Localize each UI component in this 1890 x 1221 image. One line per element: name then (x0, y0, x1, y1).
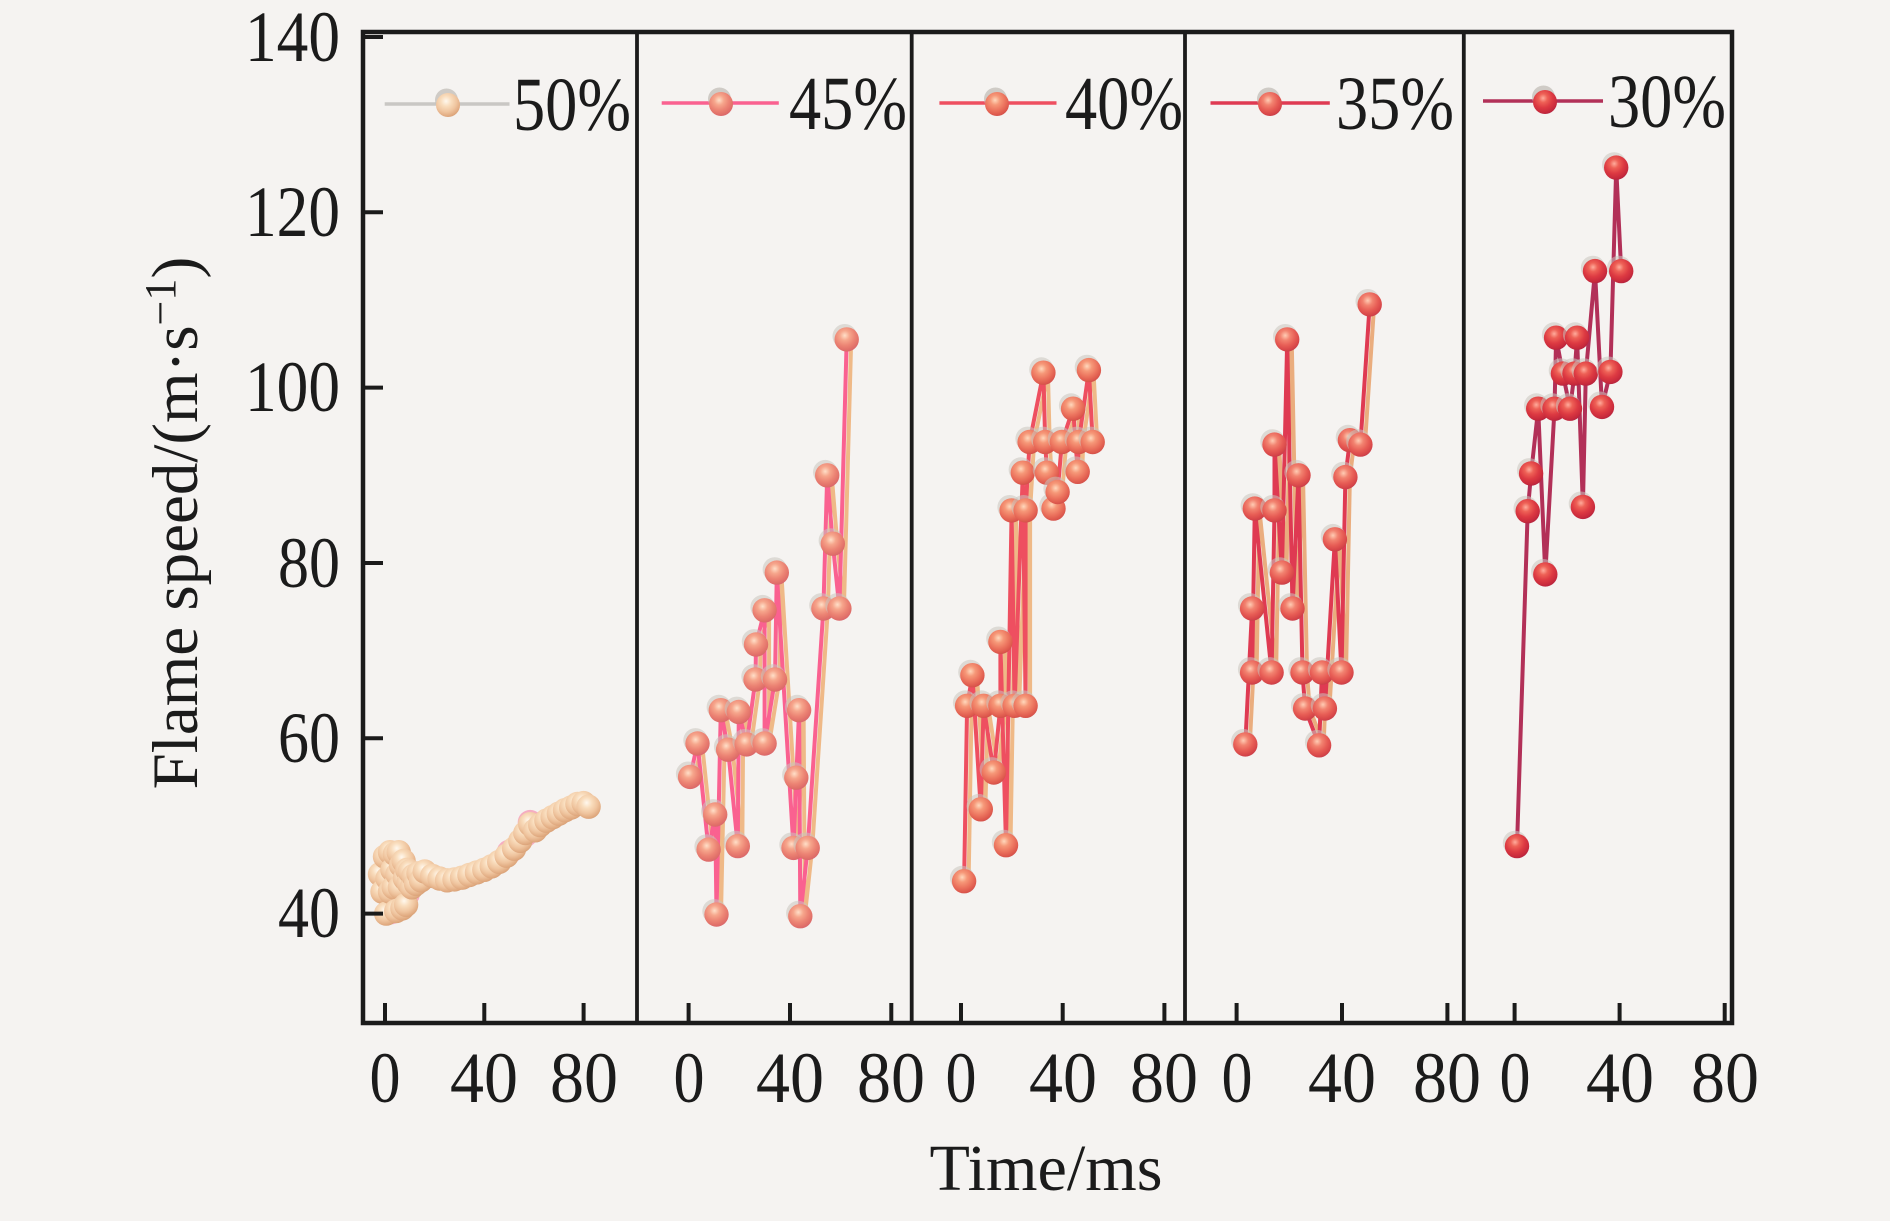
svg-text:40: 40 (1308, 1038, 1376, 1118)
svg-text:0: 0 (674, 1038, 705, 1118)
svg-text:40: 40 (1586, 1038, 1654, 1118)
svg-text:120: 120 (245, 172, 340, 252)
svg-text:45%: 45% (789, 62, 907, 146)
svg-text:40%: 40% (1065, 62, 1183, 146)
svg-text:Flame speed/(m·s−1): Flame speed/(m·s−1) (136, 257, 212, 790)
svg-text:80: 80 (1413, 1038, 1481, 1118)
svg-text:100: 100 (245, 347, 340, 427)
svg-text:30%: 30% (1608, 60, 1726, 144)
svg-text:140: 140 (245, 0, 340, 77)
svg-text:0: 0 (370, 1038, 401, 1118)
svg-text:80: 80 (1130, 1038, 1198, 1118)
svg-text:0: 0 (1222, 1038, 1253, 1118)
svg-text:0: 0 (946, 1038, 977, 1118)
svg-text:40: 40 (1029, 1038, 1097, 1118)
svg-text:40: 40 (756, 1038, 824, 1118)
svg-text:80: 80 (278, 523, 340, 603)
svg-text:Time/ms: Time/ms (930, 1132, 1163, 1205)
svg-text:40: 40 (278, 873, 340, 953)
svg-text:35%: 35% (1336, 62, 1454, 146)
svg-text:40: 40 (450, 1038, 518, 1118)
svg-text:0: 0 (1500, 1038, 1531, 1118)
svg-text:80: 80 (857, 1038, 925, 1118)
svg-text:60: 60 (278, 698, 340, 778)
svg-text:80: 80 (550, 1038, 618, 1118)
svg-text:80: 80 (1691, 1038, 1759, 1118)
svg-text:50%: 50% (513, 63, 631, 147)
